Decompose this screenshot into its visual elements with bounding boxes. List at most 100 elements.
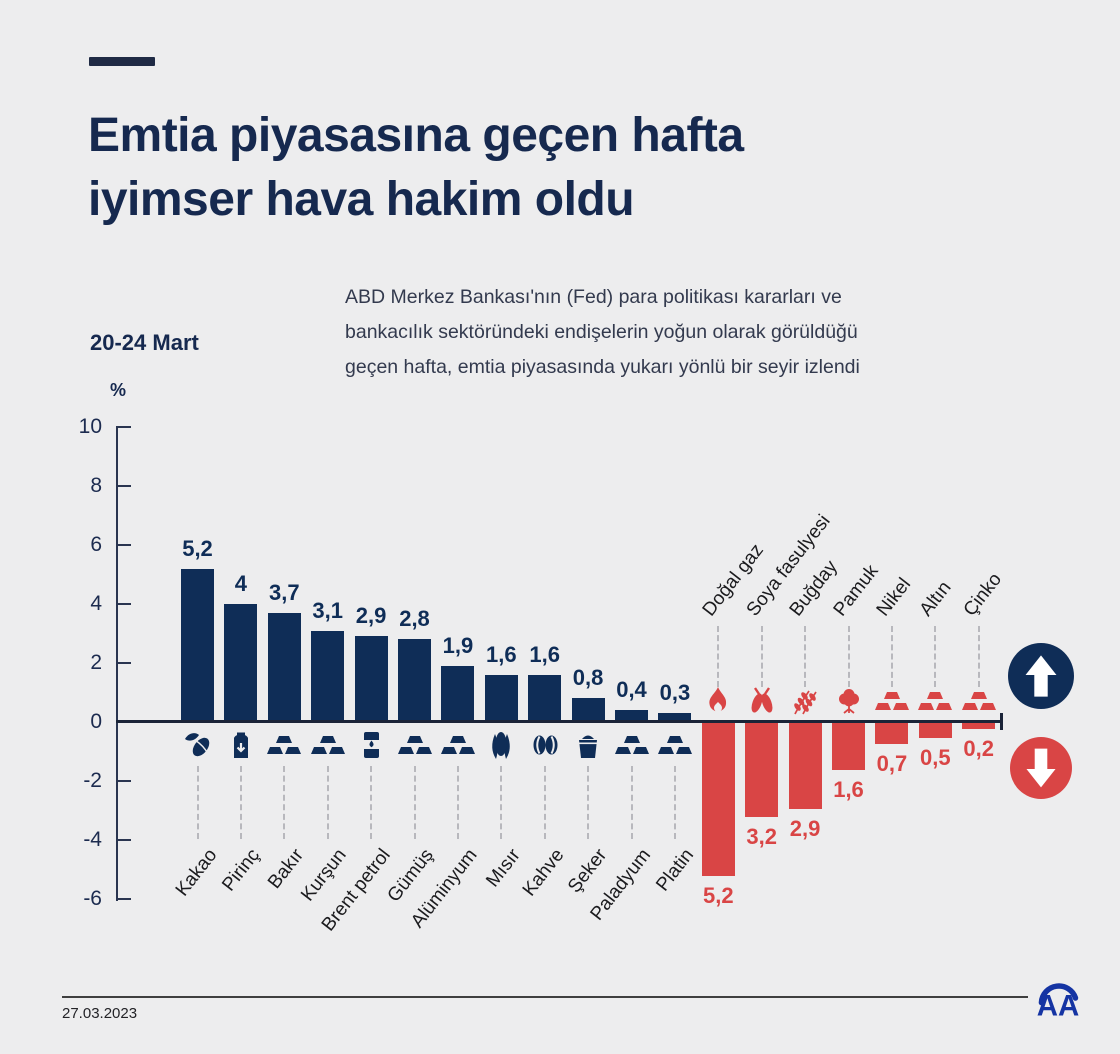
y-tick-label: 4 [90, 592, 102, 615]
bar-value: 4 [234, 571, 248, 596]
y-tick [116, 485, 131, 487]
up-arrow-icon [1008, 643, 1074, 709]
metal-ingots-icon [959, 684, 999, 718]
y-tick-label: 10 [78, 415, 102, 438]
bar-value: 1,6 [529, 641, 560, 667]
bar [745, 723, 779, 818]
bar-value: 1,6 [486, 641, 517, 667]
metal-ingots-icon [915, 684, 955, 718]
connector-line [370, 766, 373, 839]
metal-ingots-icon [308, 728, 348, 762]
bar-label: Kahve [518, 845, 569, 901]
y-tick [116, 603, 131, 605]
cotton-icon [829, 684, 869, 718]
bar [528, 674, 562, 722]
cocoa-pod-icon [178, 728, 218, 762]
metal-ingots-icon [612, 728, 652, 762]
aa-logo-text: AA [1037, 989, 1080, 1021]
bar [918, 723, 952, 738]
metal-ingots-icon [872, 684, 912, 718]
metal-ingots-icon [395, 728, 435, 762]
metal-ingots-icon [438, 728, 478, 762]
y-tick-label: 2 [90, 651, 102, 674]
bar-value: 3,1 [312, 597, 343, 623]
bar [398, 639, 431, 722]
bar [441, 665, 475, 722]
y-tick [116, 898, 131, 900]
zero-line [116, 720, 1002, 723]
bar [701, 723, 735, 877]
connector-line [717, 626, 720, 687]
connector-line [196, 766, 199, 839]
connector-line [630, 766, 633, 839]
y-tick [116, 662, 131, 664]
connector-line [413, 766, 416, 839]
y-tick-label: 8 [90, 474, 102, 497]
y-tick-label: 6 [90, 533, 102, 556]
bar [615, 710, 648, 722]
bar-value: 0,7 [876, 750, 908, 776]
footer-divider [62, 996, 1028, 998]
connector-line [890, 626, 893, 687]
bar-label: Kakao [171, 845, 222, 901]
oil-barrel-icon [351, 728, 391, 762]
zero-line-end-tick [1000, 713, 1003, 730]
bar [484, 674, 518, 722]
page-title: Emtia piyasasına geçen hafta iyimser hava… [88, 104, 744, 232]
bar-value: 0,5 [920, 744, 951, 770]
bar [832, 723, 865, 771]
down-arrow-icon [1010, 737, 1072, 799]
connector-line [847, 626, 850, 687]
bar [311, 630, 345, 722]
bar-value: 2,9 [789, 815, 821, 841]
connector-line [934, 626, 937, 687]
bar [962, 723, 996, 729]
connector-line [804, 626, 807, 687]
bar-value: 1,6 [833, 777, 864, 803]
bar [224, 604, 258, 722]
connector-line [500, 766, 503, 839]
bar [354, 636, 388, 722]
bar [875, 723, 909, 744]
footer-date: 27.03.2023 [62, 1005, 138, 1022]
y-tick [116, 544, 131, 546]
bar [181, 568, 214, 722]
metal-ingots-icon [655, 728, 695, 762]
bar-value: 2,9 [355, 603, 387, 629]
bar-value: 3,2 [746, 824, 777, 850]
metal-ingots-icon [264, 728, 304, 762]
y-tick [116, 426, 131, 428]
bar [658, 713, 692, 722]
y-tick [116, 839, 131, 841]
bar-value: 5,2 [182, 535, 213, 561]
connector-line [543, 766, 546, 839]
y-tick-label: 0 [90, 710, 102, 733]
bar-value: 1,9 [442, 632, 474, 658]
bar-value: 0,4 [616, 677, 647, 703]
y-tick-label: -6 [83, 887, 102, 910]
accent-dash [89, 57, 155, 66]
connector-line [760, 626, 763, 687]
bar [788, 723, 822, 809]
unit-label: % [110, 380, 127, 400]
connector-line [977, 626, 980, 687]
bar-value: 2,8 [399, 606, 430, 632]
bar-label: Çinko [959, 569, 1006, 621]
flame-icon [698, 684, 738, 718]
sugar-sack-icon [568, 728, 608, 762]
soybean-pods-icon [742, 684, 782, 718]
bar [571, 698, 605, 722]
period-label: 20-24 Mart [90, 330, 199, 355]
bar-label: Altın [915, 577, 956, 621]
bar-value: 0,2 [963, 735, 994, 761]
connector-line [283, 766, 286, 839]
y-axis [116, 427, 118, 901]
aa-logo: AA [1034, 975, 1082, 1022]
connector-line [456, 766, 459, 839]
subtitle: ABD Merkez Bankası'nın (Fed) para politi… [345, 286, 860, 378]
y-tick-label: -2 [83, 769, 102, 792]
bar-value: 3,7 [269, 579, 300, 605]
wheat-icon [785, 684, 825, 718]
